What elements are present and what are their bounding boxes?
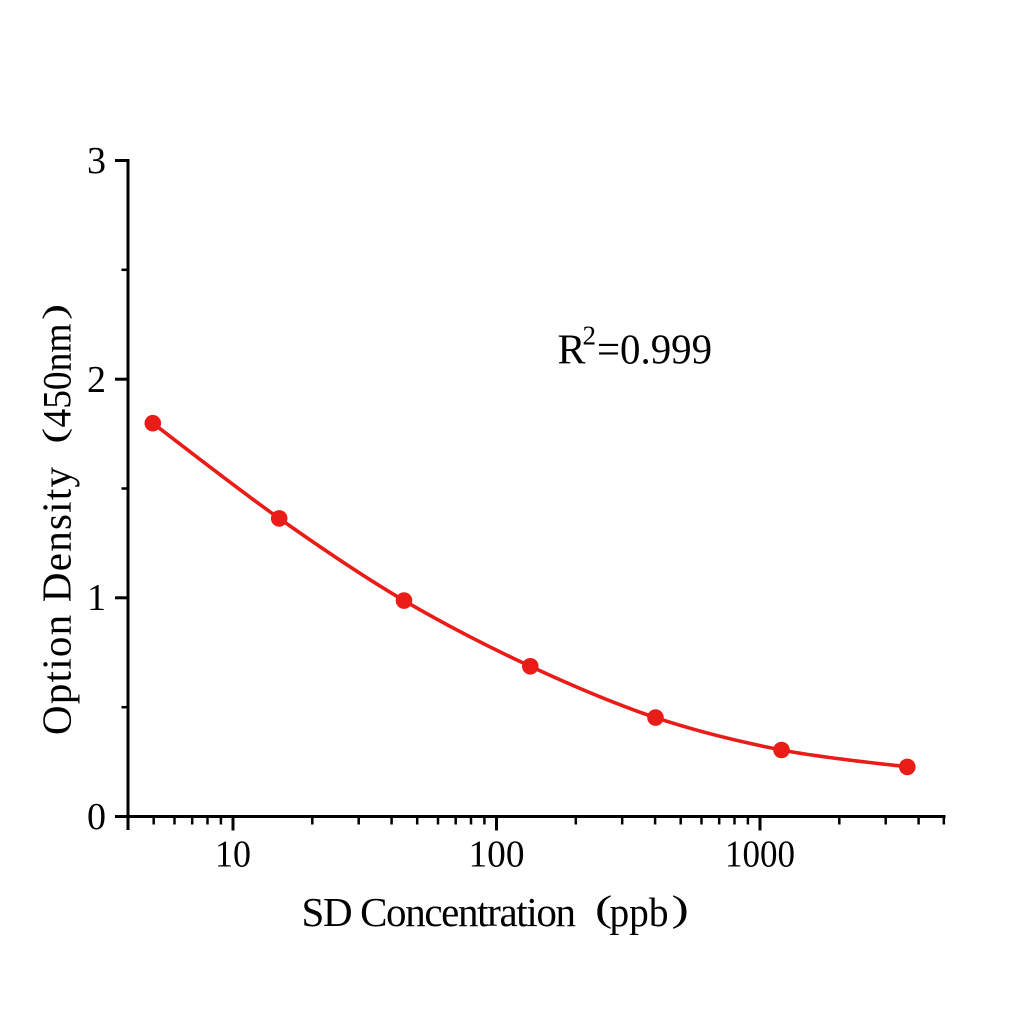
svg-text:=0.999: =0.999 (597, 328, 712, 374)
svg-text:Option Density: Option Density (34, 467, 80, 736)
svg-text:R: R (558, 328, 586, 374)
svg-text:ppb: ppb (610, 889, 669, 935)
svg-text:1000: 1000 (725, 834, 795, 876)
svg-text:): ) (35, 304, 72, 320)
svg-text:(: ( (35, 428, 72, 444)
svg-text:2: 2 (583, 321, 597, 351)
svg-text:3: 3 (87, 140, 106, 182)
svg-text:(: ( (595, 888, 612, 929)
svg-text:10: 10 (215, 834, 251, 876)
svg-text:100: 100 (469, 834, 525, 876)
svg-text:2: 2 (87, 359, 106, 401)
svg-text:450nm: 450nm (35, 324, 80, 428)
svg-text:): ) (672, 888, 689, 929)
svg-text:0: 0 (87, 796, 106, 838)
svg-text:SD Concentration: SD Concentration (302, 889, 577, 935)
svg-text:1: 1 (87, 577, 106, 619)
